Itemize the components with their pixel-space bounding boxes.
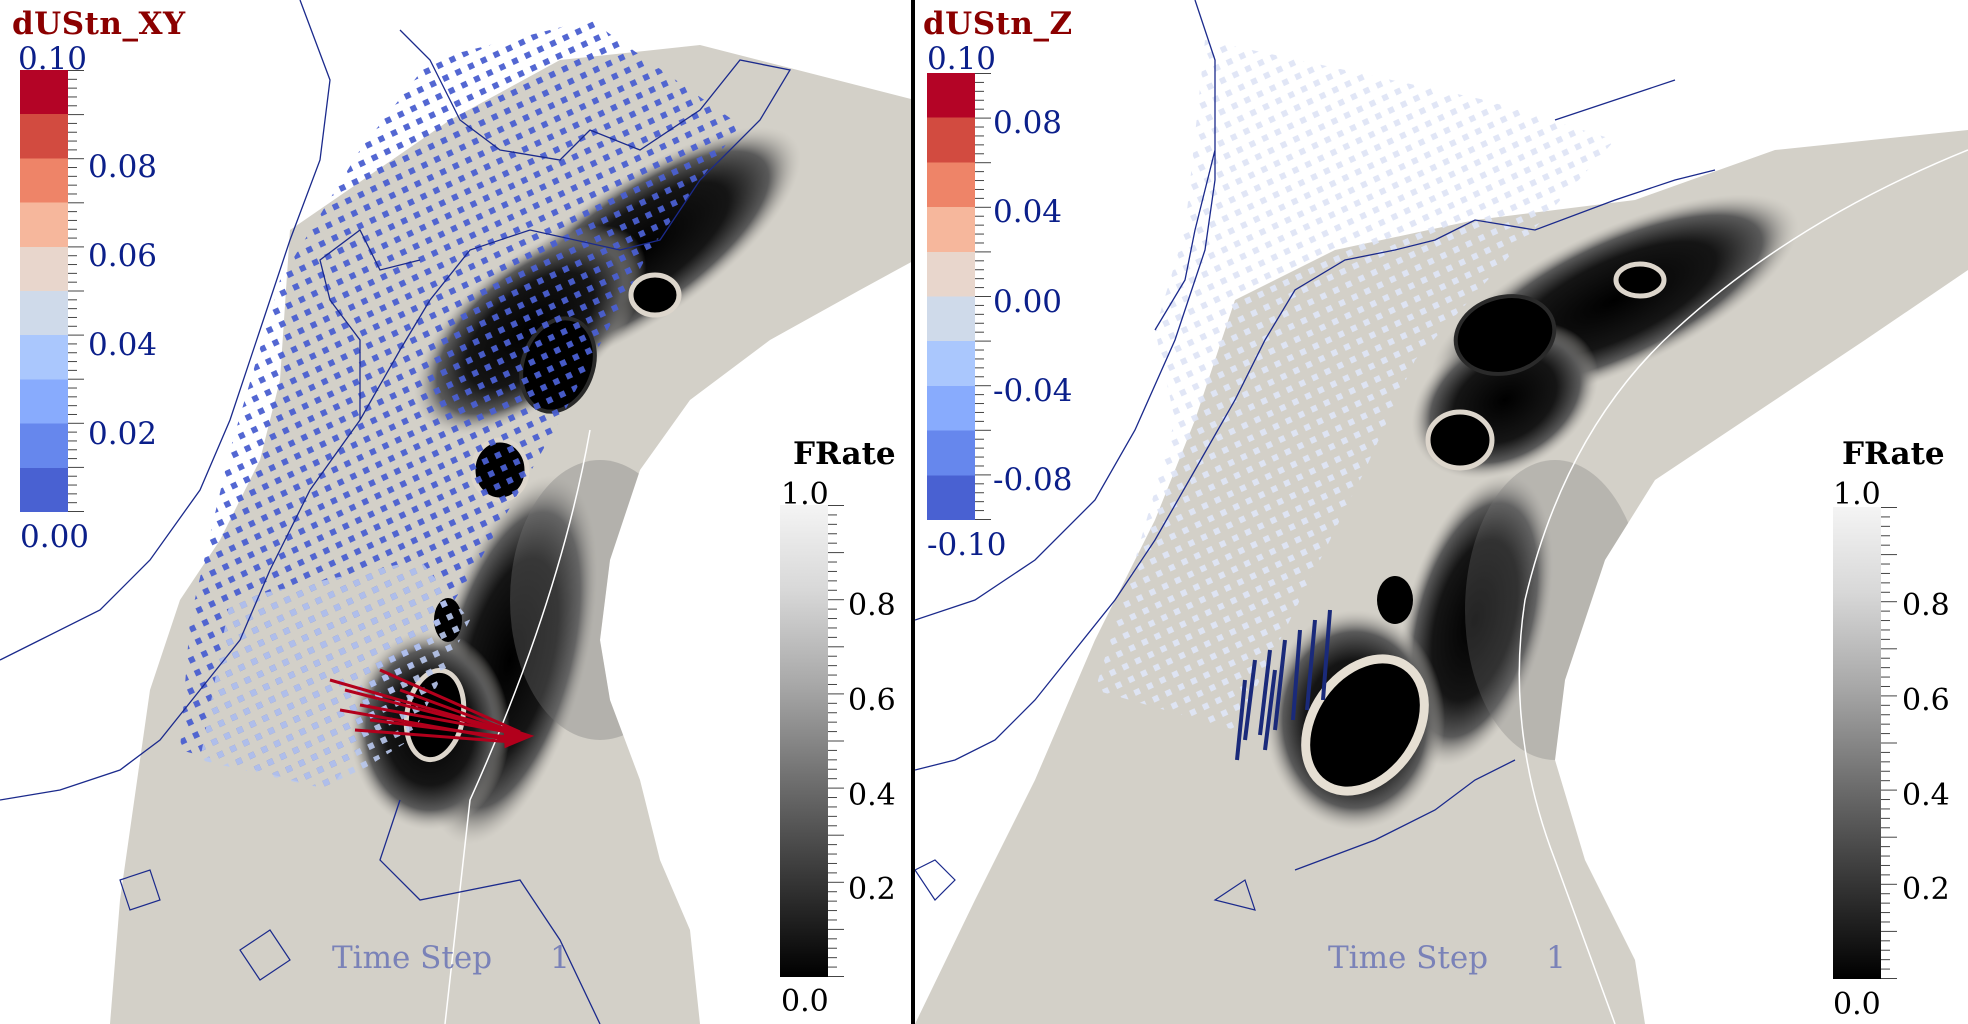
colorbar-gradient xyxy=(927,73,975,520)
time-step-value: 1 xyxy=(1546,940,1566,976)
colorbar-tick-label: -0.08 xyxy=(993,462,1073,498)
frate-gradient xyxy=(780,505,828,977)
colorbar-tick-label: 0.08 xyxy=(88,149,158,185)
frate-colorbar xyxy=(780,505,848,977)
colorbar-tick-label: 0.02 xyxy=(88,416,158,452)
fault-map-render-xy xyxy=(0,0,912,1024)
colorbar-min-label: 0.00 xyxy=(20,519,90,555)
colorbar-tick-label: 0.08 xyxy=(993,105,1063,141)
scalar-title: dUStn_XY xyxy=(12,6,186,42)
displacement-colorbar xyxy=(927,73,993,520)
colorbar-max-label: 0.10 xyxy=(927,41,997,77)
colorbar-tick-label: 0.04 xyxy=(88,327,158,363)
colorbar-tick-label: 0.00 xyxy=(993,284,1063,320)
frate-title: FRate xyxy=(793,436,896,472)
frate-tick-label: 0.8 xyxy=(848,588,896,623)
colorbar-tick-label: -0.04 xyxy=(993,373,1073,409)
colorbar-tick-label: 0.06 xyxy=(88,238,158,274)
colorbar-min-label: -0.10 xyxy=(927,527,1007,563)
scalar-title: dUStn_Z xyxy=(923,6,1073,42)
colorbar-ticks xyxy=(975,73,991,520)
frate-tick-label: 0.8 xyxy=(1902,588,1950,623)
coastline xyxy=(915,0,1716,871)
frate-max-label: 1.0 xyxy=(1833,477,1881,512)
frate-tick-label: 0.6 xyxy=(848,683,896,718)
fault-map-render-z xyxy=(915,0,1968,1024)
displacement-arrows xyxy=(1235,609,1332,761)
frate-ticks xyxy=(1881,507,1897,979)
frate-max-label: 1.0 xyxy=(781,477,829,512)
frate-tick-label: 0.6 xyxy=(1902,683,1950,718)
colorbar-tick-label: 0.04 xyxy=(993,194,1063,230)
coastline xyxy=(0,0,792,1024)
displacement-colorbar xyxy=(20,70,86,512)
displacement-arrows xyxy=(329,668,535,749)
colorbar-ticks xyxy=(68,70,84,512)
time-step-value: 1 xyxy=(550,940,570,976)
panel-divider xyxy=(911,0,915,1024)
frate-gradient xyxy=(1833,507,1881,979)
frate-ticks xyxy=(828,505,844,977)
left-viewport[interactable]: dUStn_XY 0.10 0.08 0.06 0.04 0.02 0.00 F… xyxy=(0,0,912,1024)
time-step-label: Time Step xyxy=(332,940,493,976)
frate-tick-label: 0.2 xyxy=(1902,872,1950,907)
colorbar-max-label: 0.10 xyxy=(18,41,88,77)
frate-tick-label: 0.4 xyxy=(1902,778,1950,813)
frate-tick-label: 0.2 xyxy=(848,872,896,907)
right-viewport[interactable]: dUStn_Z 0.10 0.08 0.04 0.00 -0.04 -0.08 … xyxy=(915,0,1968,1024)
frate-min-label: 0.0 xyxy=(1833,987,1881,1022)
frate-colorbar xyxy=(1833,507,1901,979)
time-step-label: Time Step xyxy=(1328,940,1489,976)
time-step-annotation: Time Step 1 xyxy=(332,940,570,976)
colorbar-gradient xyxy=(20,70,68,512)
frate-min-label: 0.0 xyxy=(781,984,829,1019)
frate-tick-label: 0.4 xyxy=(848,778,896,813)
time-step-annotation: Time Step 1 xyxy=(1328,940,1566,976)
frate-title: FRate xyxy=(1842,436,1945,472)
